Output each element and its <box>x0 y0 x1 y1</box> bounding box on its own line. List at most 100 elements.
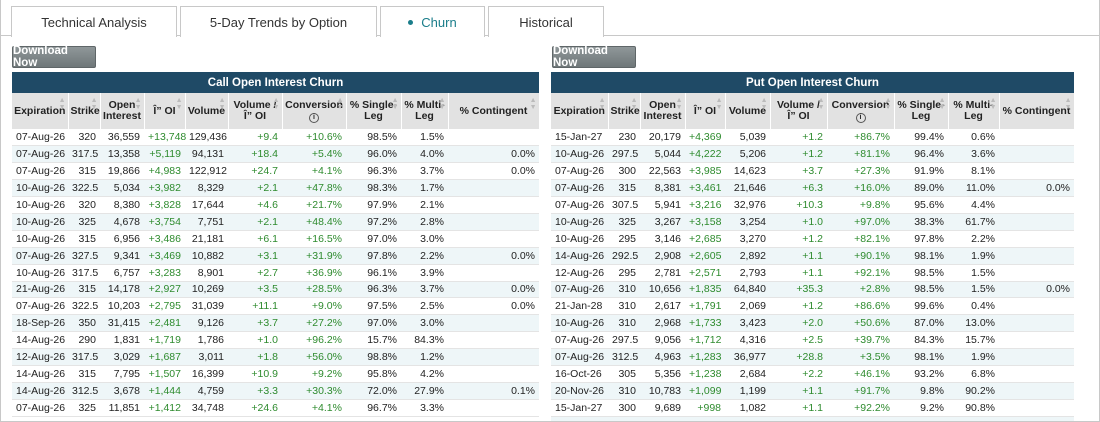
put-download-button[interactable]: Download Now <box>552 45 636 69</box>
table-cell: 310 <box>608 281 640 299</box>
table-cell: +2.8% <box>827 281 894 299</box>
table-row: 10-Aug-26 310 2,968 +1,733 3,423 +2.0 +50.6% 87… <box>551 314 1074 333</box>
table-cell: +3.8 <box>770 416 827 421</box>
column-header[interactable]: Expiration ▲ ▼ <box>551 93 609 129</box>
table-cell: 322.5 <box>68 297 100 316</box>
sort-arrows-icon[interactable]: ▲ ▼ <box>175 97 183 111</box>
table-cell: 3.9% <box>401 264 448 282</box>
table-cell: 98.3% <box>346 179 401 198</box>
sort-arrows-icon[interactable]: ▲ ▼ <box>438 97 446 111</box>
column-header[interactable]: Î” OI ▲ ▼ <box>685 93 726 129</box>
table-cell: 310 <box>608 314 640 333</box>
column-header[interactable]: % Contingent ▲ ▼ <box>999 93 1074 129</box>
table-cell: 10-Aug-26 <box>12 179 68 198</box>
sort-arrows-icon[interactable]: ▲ ▼ <box>529 97 537 111</box>
tab-bar: Technical Analysis 5-Day Trends by Optio… <box>1 0 1099 37</box>
info-icon[interactable]: i <box>309 112 319 123</box>
column-header[interactable]: Conversion i ▲ ▼ <box>282 93 347 129</box>
table-cell: 4,963 <box>640 348 685 366</box>
sort-arrows-icon[interactable]: ▲ ▼ <box>134 97 142 111</box>
table-cell <box>999 247 1074 265</box>
table-cell: +2.7 <box>228 264 282 282</box>
table-cell: +3.5% <box>827 348 894 366</box>
tab-technical-analysis[interactable]: Technical Analysis <box>11 6 177 37</box>
sort-arrows-icon[interactable]: ▲ ▼ <box>817 97 825 111</box>
table-cell: 2.2% <box>401 247 448 265</box>
table-cell: 14-Aug-26 <box>12 365 68 383</box>
table-cell: 0.0% <box>448 145 539 164</box>
column-header[interactable]: % Multi-Leg ▲ ▼ <box>948 93 1000 129</box>
table-cell: +2,927 <box>144 281 185 299</box>
table-cell <box>448 179 539 198</box>
table-cell: +3,158 <box>685 213 725 231</box>
column-header[interactable]: Î” OI ▲ ▼ <box>144 93 186 129</box>
table-row: 18-Sep-26 350 31,415 +2,481 9,126 +3.7 +27.2% 9… <box>12 314 539 333</box>
table-cell: 10,882 <box>185 247 228 265</box>
sort-arrows-icon[interactable]: ▲ ▼ <box>272 97 280 111</box>
sort-arrows-icon[interactable]: ▲ ▼ <box>884 97 892 111</box>
sort-arrows-icon[interactable]: ▲ ▼ <box>715 97 723 111</box>
column-header[interactable]: Strike ▲ ▼ <box>68 93 101 129</box>
sort-arrows-icon[interactable]: ▲ ▼ <box>218 97 226 111</box>
column-header[interactable]: % Single-Leg ▲ ▼ <box>894 93 949 129</box>
call-download-button[interactable]: Download Now <box>12 45 96 69</box>
table-cell: 300 <box>608 399 640 417</box>
sort-arrows-icon[interactable]: ▲ ▼ <box>90 97 98 111</box>
column-header[interactable]: Volume ▲ ▼ <box>185 93 229 129</box>
column-header[interactable]: Open Interest ▲ ▼ <box>640 93 686 129</box>
sort-arrows-icon[interactable]: ▲ ▼ <box>675 97 683 111</box>
table-cell: 2.5% <box>401 297 448 316</box>
column-header[interactable]: % Single-Leg ▲ ▼ <box>346 93 402 129</box>
sort-arrows-icon[interactable]: ▲ ▼ <box>58 97 66 111</box>
table-cell: +1.0 <box>770 213 827 231</box>
table-cell: +13,748 <box>144 129 186 147</box>
table-cell: 325 <box>68 213 100 231</box>
sort-arrows-icon[interactable]: ▲ ▼ <box>760 97 768 111</box>
column-header[interactable]: Expiration ▲ ▼ <box>12 93 69 129</box>
table-cell: 16-Oct-26 <box>551 365 608 383</box>
tab-historical[interactable]: Historical <box>488 6 604 37</box>
table-cell: 5,941 <box>640 196 685 214</box>
info-icon[interactable]: i <box>855 112 866 123</box>
table-cell: 2,908 <box>640 247 685 265</box>
table-cell: 300 <box>608 162 640 181</box>
table-cell: +10.6% <box>282 129 346 147</box>
tab-5-day-trends[interactable]: 5-Day Trends by Option <box>180 6 377 37</box>
sort-arrows-icon[interactable]: ▲ ▼ <box>336 97 344 111</box>
column-header[interactable]: Volume ▲ ▼ <box>725 93 771 129</box>
column-header[interactable]: Volume / Î” OI ▲ ▼ <box>770 93 828 129</box>
sort-arrows-icon[interactable]: ▲ ▼ <box>391 97 399 111</box>
table-cell: 32,976 <box>725 196 770 214</box>
table-cell: 89.0% <box>894 179 948 198</box>
table-cell: 21,181 <box>185 230 228 248</box>
table-cell: 0.0% <box>448 281 539 299</box>
table-cell: 4.0% <box>401 145 448 164</box>
table-cell: 320 <box>68 196 100 214</box>
tab-churn[interactable]: Churn <box>380 6 485 37</box>
sort-arrows-icon[interactable]: ▲ ▼ <box>630 97 638 111</box>
column-header[interactable]: % Multi-Leg ▲ ▼ <box>401 93 449 129</box>
call-churn-panel: Call Open Interest Churn Expiration ▲ ▼ Str… <box>12 72 539 417</box>
table-cell: 5,044 <box>640 145 685 164</box>
sort-arrows-icon[interactable]: ▲ ▼ <box>989 97 997 111</box>
table-cell: +1,733 <box>685 314 725 333</box>
table-cell: +28.5% <box>282 281 346 299</box>
table-row: 10-Aug-263052,905+8013,048+3.8+26.3%92.6… <box>551 416 1074 421</box>
table-cell: 2,069 <box>725 297 770 316</box>
table-cell: 10,656 <box>640 281 685 299</box>
table-cell: 10-Aug-26 <box>551 230 608 248</box>
column-header[interactable]: Open Interest ▲ ▼ <box>100 93 145 129</box>
sort-arrows-icon[interactable]: ▲ ▼ <box>938 97 946 111</box>
table-cell: 07-Aug-26 <box>551 179 608 198</box>
sort-arrows-icon[interactable]: ▲ ▼ <box>598 97 606 111</box>
table-cell: +1.1 <box>770 247 827 265</box>
column-header[interactable]: Volume / Î” OI ▲ ▼ <box>228 93 283 129</box>
table-cell: 07-Aug-26 <box>12 399 68 417</box>
column-header[interactable]: % Contingent ▲ ▼ <box>448 93 539 129</box>
table-cell: +92.2% <box>827 399 894 417</box>
sort-arrows-icon[interactable]: ▲ ▼ <box>1064 97 1072 111</box>
table-cell: +3.7 <box>228 314 282 333</box>
column-header[interactable]: Strike ▲ ▼ <box>608 93 641 129</box>
column-header[interactable]: Conversion i ▲ ▼ <box>827 93 895 129</box>
